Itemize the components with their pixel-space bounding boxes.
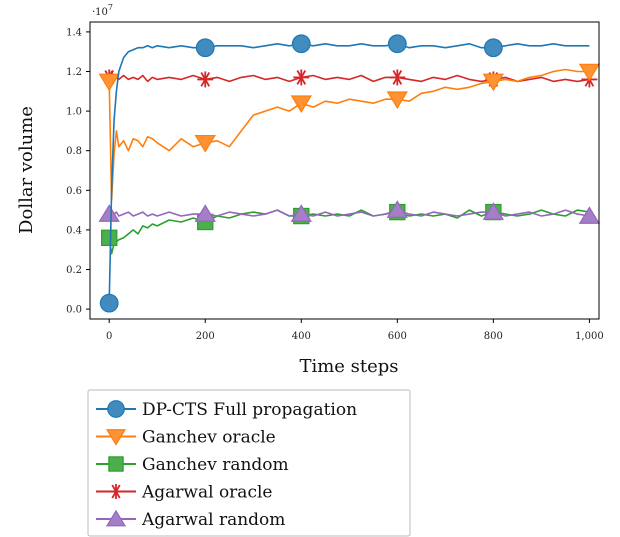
data-point-agarwal-random (194, 204, 216, 222)
data-point-agarwal-random (290, 204, 312, 222)
data-point-agarwal-random (482, 202, 505, 220)
legend-label-agarwal-random: Agarwal random (141, 510, 285, 530)
data-point-dp-cts-full-propagation (291, 34, 311, 54)
x-tick-label: 400 (292, 331, 311, 342)
y-tick-label: 0.8 (66, 146, 82, 157)
data-point-ganchev-oracle (386, 91, 408, 110)
y-scale-exponent: 7 (108, 3, 113, 12)
legend-marker-dp-cts-full-propagation (107, 400, 125, 418)
y-tick-label: 1.2 (66, 67, 82, 78)
series-line-agarwal-oracle (108, 70, 590, 83)
legend-marker-agarwal-random (105, 509, 127, 527)
data-point-agarwal-oracle (389, 69, 406, 86)
y-axis-label: Dollar volume (16, 106, 37, 234)
series-line-ganchev-oracle (108, 68, 590, 201)
x-tick-label: 200 (196, 331, 215, 342)
plot-area (98, 34, 601, 313)
legend-label-agarwal-oracle: Agarwal oracle (141, 483, 272, 503)
y-tick-label: 1.4 (66, 27, 82, 38)
legend-marker-ganchev-oracle (105, 429, 127, 446)
data-point-agarwal-oracle (293, 69, 310, 86)
y-tick-label: 0.4 (66, 225, 82, 236)
y-tick-label: 0.6 (66, 186, 82, 197)
data-point-ganchev-oracle (482, 73, 505, 92)
legend-marker-ganchev-random (108, 456, 124, 472)
x-tick-label: 0 (106, 331, 112, 342)
data-point-agarwal-random (98, 204, 120, 222)
axis-ticks: 0 200 400 600 800 1,000 0.0 0.2 0.4 0.6 0.8 1.0 1.2 1… (66, 27, 604, 342)
legend-label-ganchev-random: Ganchev random (142, 455, 289, 475)
legend-label-dp-cts-full-propagation: DP-CTS Full propagation (142, 400, 357, 420)
data-point-agarwal-oracle (197, 71, 214, 88)
x-tick-label: 600 (388, 331, 407, 342)
x-axis-label: Time steps (299, 356, 398, 377)
y-tick-label: 0.2 (66, 265, 82, 276)
data-point-dp-cts-full-propagation (99, 293, 119, 313)
data-point-dp-cts-full-propagation (195, 38, 215, 58)
data-point-ganchev-oracle (194, 134, 216, 153)
data-point-dp-cts-full-propagation (483, 38, 503, 58)
legend: DP-CTS Full propagation Ganchev oracle Gan… (87, 389, 411, 537)
x-tick-label: 800 (484, 331, 503, 342)
data-point-dp-cts-full-propagation (387, 34, 407, 54)
data-point-ganchev-oracle (578, 63, 601, 82)
data-point-ganchev-random (101, 229, 118, 247)
data-point-ganchev-oracle (98, 73, 120, 92)
x-tick-label: 1,000 (575, 331, 604, 342)
legend-marker-agarwal-oracle (108, 484, 124, 499)
y-scale-multiplier: ·107 (92, 3, 113, 18)
legend-label-ganchev-oracle: Ganchev oracle (142, 428, 276, 448)
y-tick-label: 1.0 (66, 107, 82, 118)
data-point-ganchev-oracle (290, 95, 312, 113)
legend-frame (87, 389, 411, 537)
plot-frame (89, 21, 600, 320)
series-line-dp-cts-full-propagation (108, 42, 590, 304)
data-point-agarwal-random (386, 200, 408, 218)
data-point-agarwal-random (578, 206, 601, 224)
y-tick-label: 0.0 (66, 305, 82, 316)
